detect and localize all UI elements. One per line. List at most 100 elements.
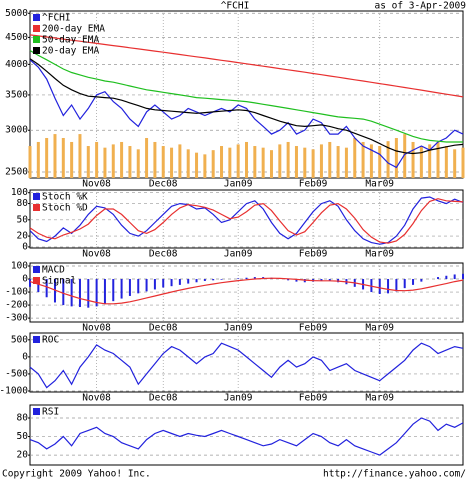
legend-swatch <box>33 36 40 43</box>
legend-swatch <box>33 336 40 343</box>
macd-bar <box>137 279 140 294</box>
macd-bar <box>62 279 65 306</box>
y-tick-label: 20 <box>17 231 29 242</box>
macd-bar <box>220 279 223 280</box>
x-tick-label: Mar09 <box>365 323 394 334</box>
volume-bar <box>211 150 215 178</box>
volume-bar <box>261 147 265 178</box>
plot-frame <box>29 332 464 393</box>
series-line <box>29 417 464 456</box>
y-tick-label: 100 <box>11 260 28 271</box>
y-tick-label: 4000 <box>5 59 28 70</box>
macd-bar <box>212 279 215 281</box>
legend-swatch <box>33 193 40 200</box>
legend-swatch <box>33 204 40 211</box>
volume-bar <box>153 141 157 178</box>
macd-bar <box>403 279 406 289</box>
y-tick-label: 0 <box>22 274 28 285</box>
volume-bar <box>53 134 57 178</box>
volume-bar <box>36 141 40 178</box>
volume-bar <box>361 141 365 178</box>
volume-bar <box>436 141 440 178</box>
macd-bar <box>112 279 115 302</box>
volume-bar <box>145 137 149 178</box>
macd-bar <box>295 279 298 282</box>
y-tick-label: 80 <box>17 412 29 423</box>
series-line <box>29 58 464 155</box>
volume-bar <box>378 146 382 178</box>
macd-bar <box>145 279 148 292</box>
volume-bar <box>220 146 224 178</box>
macd-bar <box>387 279 390 294</box>
legend-label: ^FCHI <box>42 13 71 24</box>
macd-bar <box>170 279 173 287</box>
macd-bar <box>53 279 56 303</box>
chart-subtitle: as of 3-Apr-2009 <box>374 1 466 12</box>
y-tick-label: -200 <box>5 300 28 311</box>
legend-label: Stoch %D <box>42 203 88 214</box>
macd-bar <box>87 279 90 308</box>
macd-bar <box>378 279 381 294</box>
volume-bar <box>203 154 207 178</box>
volume-bar <box>95 141 99 178</box>
y-tick-label: 5000 <box>5 8 28 19</box>
volume-bar <box>353 137 357 178</box>
legend-swatch <box>33 47 40 54</box>
x-tick-label: Mar09 <box>365 179 394 190</box>
y-tick-label: 20 <box>17 450 29 461</box>
x-tick-label: Jan09 <box>224 393 253 404</box>
volume-bar <box>444 146 448 178</box>
macd-bar <box>162 279 165 288</box>
x-tick-label: Jan09 <box>224 249 253 260</box>
volume-bar <box>228 147 232 178</box>
x-tick-label: Dec08 <box>149 179 178 190</box>
legend-label: Stoch %K <box>42 192 88 203</box>
x-tick-label: Dec08 <box>149 393 178 404</box>
x-tick-label: Dec08 <box>149 323 178 334</box>
series-line <box>29 49 463 143</box>
legend-label: ROC <box>42 335 59 346</box>
x-tick-label: Jan09 <box>224 323 253 334</box>
x-tick-label: Mar09 <box>365 249 394 260</box>
volume-bar <box>278 144 282 178</box>
volume-bar <box>78 134 82 178</box>
volume-bar <box>286 141 290 178</box>
volume-bar <box>86 146 90 178</box>
volume-bar <box>419 146 423 178</box>
series-line <box>29 59 464 169</box>
volume-bar <box>386 141 390 178</box>
macd-bar <box>153 279 156 290</box>
y-tick-label: 0 <box>22 241 28 252</box>
volume-bar <box>328 141 332 178</box>
volume-bar <box>344 147 348 178</box>
x-tick-label: Nov08 <box>82 323 111 334</box>
series-line <box>29 196 464 245</box>
legend-swatch <box>33 14 40 21</box>
volume-bar <box>186 149 190 178</box>
y-tick-label: 3000 <box>5 125 28 136</box>
legend-label: RSI <box>42 407 59 418</box>
legend-label: Signal <box>42 276 76 287</box>
macd-bar <box>103 279 106 304</box>
volume-bar <box>253 146 257 178</box>
x-tick-label: Feb09 <box>299 249 328 260</box>
y-tick-label: 4500 <box>5 32 28 43</box>
volume-bar <box>136 149 140 178</box>
series-line <box>29 198 464 244</box>
legend-label: 50-day EMA <box>42 35 99 46</box>
y-tick-label: 100 <box>11 187 28 198</box>
legend-swatch <box>33 277 40 284</box>
plot-frame <box>29 404 464 466</box>
macd-bar <box>70 279 73 307</box>
volume-bar <box>111 144 115 178</box>
macd-bar <box>120 279 123 299</box>
macd-bar <box>95 279 98 307</box>
volume-bar <box>369 144 373 178</box>
legend-label: 200-day EMA <box>42 24 105 35</box>
macd-bar <box>462 273 464 280</box>
footer-right: http://finance.yahoo.com/ <box>323 469 466 480</box>
footer-left: Copyright 2009 Yahoo! Inc. <box>2 469 151 480</box>
volume-bar <box>269 150 273 178</box>
y-tick-label: 50 <box>17 214 29 225</box>
volume-bar <box>128 146 132 178</box>
